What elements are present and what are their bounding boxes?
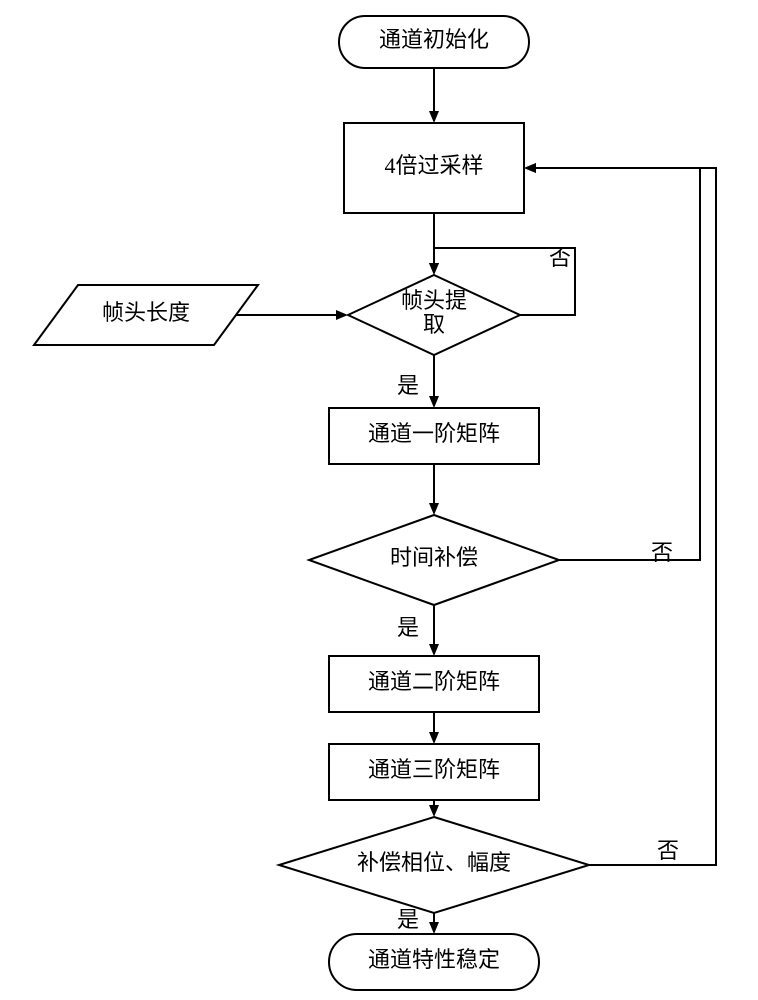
- edge-label: 否: [657, 838, 679, 863]
- edge-label: 否: [651, 540, 673, 565]
- node-label: 通道一阶矩阵: [368, 421, 500, 446]
- node-label: 时间补偿: [390, 545, 478, 570]
- edge-label: 是: [397, 615, 419, 640]
- node-label: 通道特性稳定: [368, 947, 500, 972]
- node-label: 通道初始化: [379, 27, 489, 52]
- node-label: 帧头提: [401, 288, 467, 313]
- node-label: 补偿相位、幅度: [357, 850, 511, 875]
- node-label: 通道三阶矩阵: [368, 757, 500, 782]
- edge-label: 是: [397, 907, 419, 932]
- edge-label: 否: [549, 245, 571, 270]
- node-label: 取: [423, 312, 445, 337]
- edge-label: 是: [397, 373, 419, 398]
- node-label: 通道二阶矩阵: [368, 669, 500, 694]
- node-label: 帧头长度: [102, 300, 190, 325]
- node-label: 4倍过采样: [384, 153, 483, 178]
